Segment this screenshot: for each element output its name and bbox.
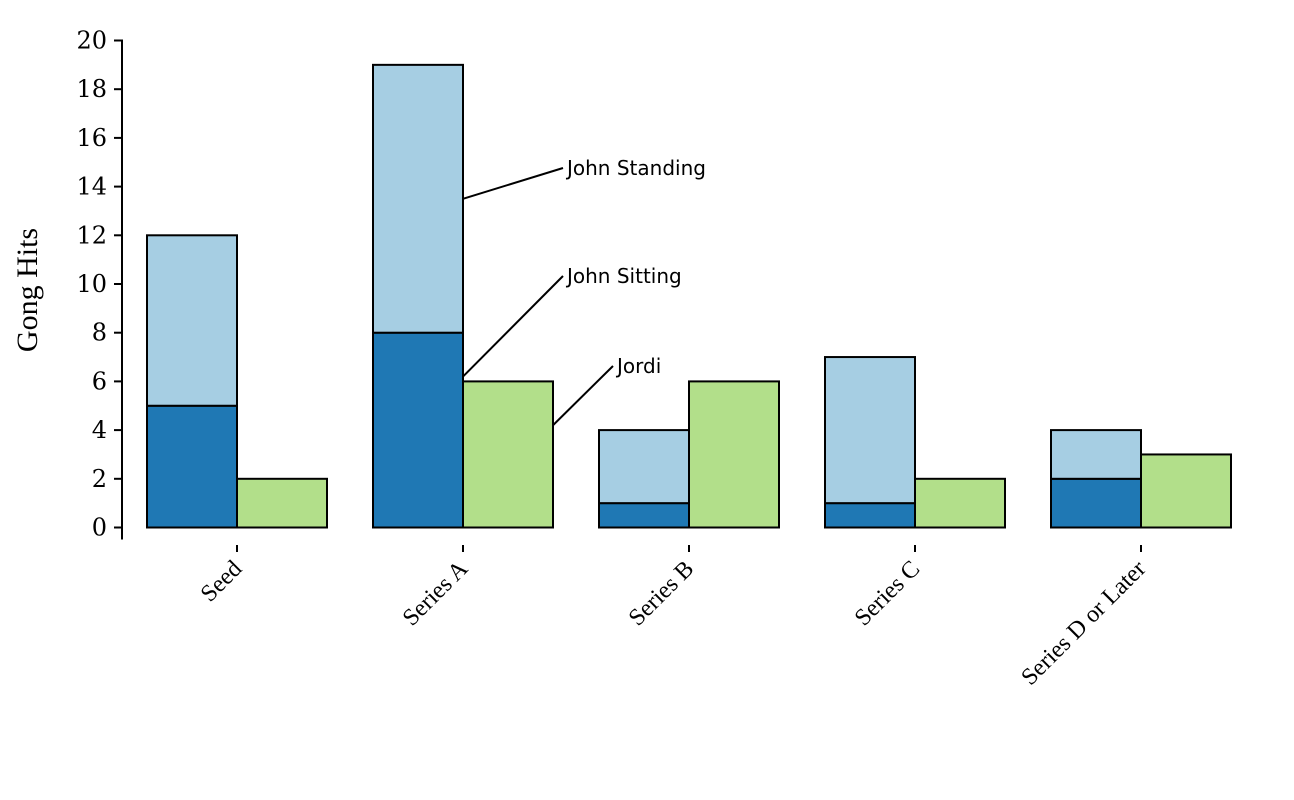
bars-layer	[146, 63, 1232, 529]
y-axis-title: Gong Hits	[11, 228, 44, 352]
y-tick-label: 6	[92, 367, 107, 395]
bar-john-standing-series-c	[824, 356, 916, 505]
bar-john-standing-series-a	[372, 63, 464, 334]
annotation-leader-john-standing	[462, 167, 564, 200]
bar-jordi-series-b	[688, 380, 780, 529]
annotation-layer: John Standing John Sitting Jordi	[462, 156, 706, 426]
y-tick-label: 12	[76, 221, 107, 249]
y-tick-label: 16	[76, 124, 107, 152]
bar-john-standing-series-d-or-later	[1050, 429, 1142, 480]
bar-john-sitting-series-d-or-later	[1050, 477, 1142, 529]
bar-john-standing-series-b	[598, 429, 690, 505]
y-tick-label: 2	[92, 465, 107, 493]
y-tick-label: 10	[76, 270, 107, 298]
bar-john-sitting-series-c	[824, 502, 916, 529]
x-tick-label-series-b: Series B	[624, 556, 699, 631]
annotation-label-john-standing: John Standing	[565, 156, 706, 180]
y-tick-label: 8	[92, 319, 107, 347]
x-tick-label-series-c: Series C	[850, 556, 925, 631]
y-tick-label: 18	[76, 75, 107, 103]
annotation-label-jordi: Jordi	[615, 354, 661, 378]
x-tick-label-series-d-or-later: Series D or Later	[1016, 556, 1151, 691]
bar-jordi-series-d-or-later	[1140, 453, 1232, 529]
x-tick-label-seed: Seed	[196, 556, 247, 607]
bar-jordi-series-c	[914, 477, 1006, 529]
annotation-label-john-sitting: John Sitting	[565, 264, 682, 288]
bar-john-sitting-seed	[146, 404, 238, 529]
bar-john-sitting-series-a	[372, 331, 464, 529]
y-tick-label: 4	[92, 416, 107, 444]
x-tick-label-series-a: Series A	[398, 555, 474, 631]
bar-jordi-seed	[236, 477, 328, 529]
bar-john-sitting-series-b	[598, 502, 690, 529]
bar-john-standing-seed	[146, 234, 238, 407]
annotation-leader-jordi	[552, 365, 614, 426]
annotation-leader-john-sitting	[462, 275, 564, 378]
y-tick-label: 20	[76, 27, 107, 55]
y-tick-label: 0	[92, 514, 107, 542]
bar-jordi-series-a	[462, 380, 554, 529]
y-tick-label: 14	[76, 173, 107, 201]
